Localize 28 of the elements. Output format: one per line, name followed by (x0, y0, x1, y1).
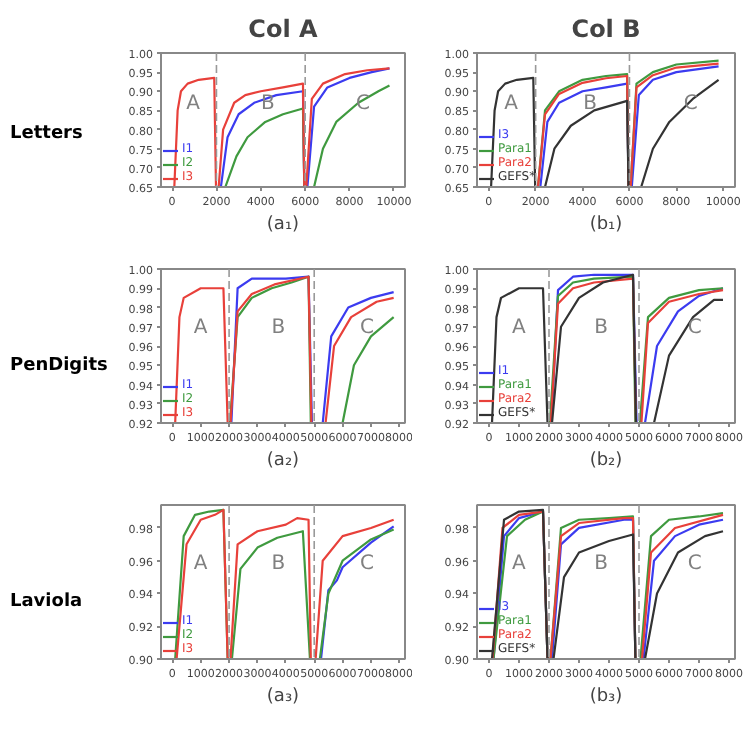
x-axis-title: (b₁) (589, 215, 623, 235)
annotation: B (583, 92, 598, 115)
x-axis-title: (a₂) (266, 451, 300, 471)
chart-title: Col A (248, 15, 320, 43)
annotation: B (594, 316, 609, 339)
annotation: C (359, 552, 374, 575)
annotation: A (504, 92, 519, 115)
annotation: A (193, 552, 208, 575)
annotation: A (193, 316, 208, 339)
annotation: C (687, 316, 702, 339)
annotation: A (511, 316, 526, 339)
annotation: C (359, 316, 374, 339)
annotation: C (687, 552, 702, 575)
x-axis-title: (a₃) (266, 687, 300, 707)
y-axis-title: Laviola (10, 590, 83, 616)
annotation: B (271, 316, 286, 339)
annotation: B (594, 552, 609, 575)
x-axis-title: (b₃) (589, 687, 623, 707)
x-axis-title: (b₂) (589, 451, 623, 471)
line-series (319, 525, 395, 659)
y-axis-title: PenDigits (10, 354, 108, 380)
y-axis-title: Letters (10, 122, 83, 148)
annotation: A (511, 552, 526, 575)
annotation: B (271, 552, 286, 575)
annotation: A (186, 92, 201, 115)
x-axis-title: (a₁) (266, 215, 300, 235)
annotation: B (261, 92, 276, 115)
chart-title: Col B (571, 15, 641, 43)
